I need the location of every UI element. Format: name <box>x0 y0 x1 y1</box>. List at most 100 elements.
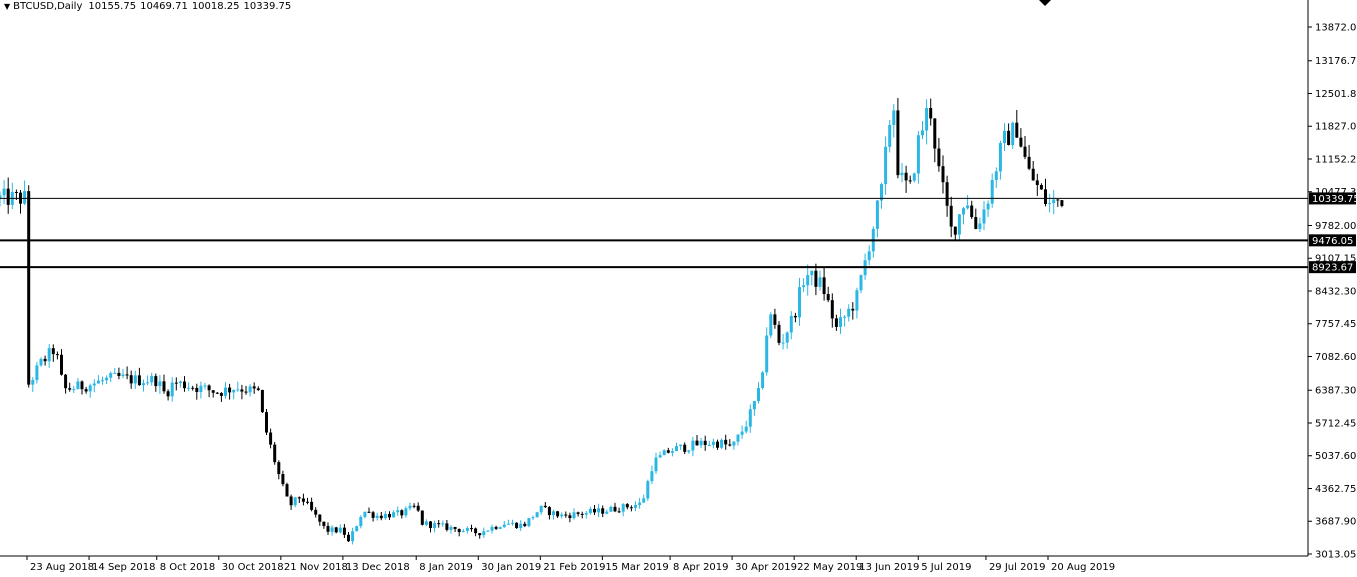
ohlc-values: 10155.75 10469.71 10018.25 10339.75 <box>88 1 295 12</box>
price-label-text: 10339.75 <box>1312 194 1357 205</box>
candle-body <box>285 484 289 497</box>
candle-body <box>806 275 810 286</box>
bull-candle <box>998 140 1002 180</box>
price-label-box <box>1309 261 1356 274</box>
bull-candle <box>1003 123 1006 152</box>
candle-body <box>728 444 732 446</box>
bear-candle <box>515 522 519 529</box>
bear-candle <box>494 525 498 530</box>
bear-candle <box>945 175 949 217</box>
bull-candle <box>47 344 51 368</box>
candle-body <box>363 511 367 517</box>
price-label-box <box>1309 192 1356 205</box>
bull-candle <box>912 172 916 183</box>
bear-candle <box>933 118 937 163</box>
candle-body <box>593 508 596 513</box>
bear-candle <box>80 380 84 395</box>
x-tick-label: 20 Aug 2019 <box>1051 562 1115 573</box>
candle-body <box>318 514 322 522</box>
candle-body <box>892 110 896 125</box>
y-tick-label: 3687.90 <box>1315 517 1356 528</box>
candle-body <box>117 372 121 376</box>
candle-body <box>908 180 912 182</box>
shift-marker-icon[interactable] <box>1039 0 1051 6</box>
low-value: 10018.25 <box>191 1 240 12</box>
bull-candle <box>10 182 14 210</box>
bear-candle <box>6 177 10 214</box>
bull-candle <box>740 425 744 439</box>
bull-candle <box>1011 121 1015 149</box>
candle-body <box>814 270 818 287</box>
candle-body <box>244 391 248 393</box>
bull-candle <box>88 383 92 398</box>
candle-body <box>896 110 900 176</box>
candle-body <box>379 515 383 519</box>
bear-candle <box>125 366 129 380</box>
bull-candle <box>921 120 924 140</box>
y-tick-label: 6387.30 <box>1315 386 1356 397</box>
candle-body <box>744 426 748 432</box>
bull-candle <box>761 371 765 390</box>
candle-body <box>789 315 793 333</box>
bear-candle <box>19 190 22 214</box>
candle-body <box>773 314 777 325</box>
candle-body <box>617 511 621 513</box>
candle-body <box>55 354 59 356</box>
bull-candle <box>482 527 486 538</box>
candle-body <box>178 381 182 384</box>
candle-body <box>347 534 350 542</box>
collapse-triangle-icon[interactable]: ▼ <box>4 2 11 11</box>
bull-candle <box>178 380 182 388</box>
candle-body <box>519 523 523 529</box>
candle-body <box>76 381 80 390</box>
candle-body <box>396 510 400 513</box>
candle-body <box>912 173 916 181</box>
bear-candle <box>215 391 219 395</box>
candle-body <box>51 348 55 355</box>
candle-body <box>523 523 527 527</box>
bear-candle <box>1035 173 1039 196</box>
candle-body <box>810 270 814 276</box>
bull-candle <box>736 433 740 446</box>
bull-candle <box>962 206 965 225</box>
bull-candle <box>597 503 601 517</box>
bear-candle <box>445 519 449 532</box>
bull-candle <box>359 515 363 529</box>
candle-body <box>109 373 113 378</box>
x-tick-label: 30 Oct 2018 <box>222 562 284 573</box>
bear-candle <box>207 384 211 398</box>
bull-candle <box>236 381 240 392</box>
candle-body <box>441 523 445 525</box>
candle-body <box>281 474 285 485</box>
bull-candle <box>35 361 39 384</box>
candle-body <box>293 497 297 506</box>
x-tick-label: 23 Aug 2018 <box>30 562 94 573</box>
candle-body <box>408 505 412 509</box>
x-tick-label: 13 Jun 2019 <box>859 562 919 573</box>
bull-candle <box>146 375 150 386</box>
bear-candle <box>1023 136 1027 160</box>
candle-body <box>834 318 838 327</box>
bear-candle <box>777 321 781 346</box>
bull-candle <box>978 217 982 233</box>
candle-body <box>986 203 990 210</box>
bear-candle <box>556 510 560 519</box>
candle-body <box>933 118 937 149</box>
y-tick-label: 12501.85 <box>1315 89 1357 100</box>
candle-body <box>1019 137 1023 147</box>
bear-candle <box>166 389 170 401</box>
candle-body <box>990 179 994 204</box>
candle-body <box>880 184 883 201</box>
candle-body <box>650 471 654 482</box>
candle-body <box>699 440 703 446</box>
bear-candle <box>437 520 441 528</box>
bull-candle <box>572 508 576 520</box>
bear-candle <box>211 390 215 398</box>
bull-candle <box>113 367 117 374</box>
candle-body <box>228 387 232 393</box>
candle-body <box>392 512 396 518</box>
candle-body <box>949 205 953 227</box>
candle-body <box>252 386 256 389</box>
candle-body <box>1039 185 1043 190</box>
bull-candle <box>527 517 531 528</box>
